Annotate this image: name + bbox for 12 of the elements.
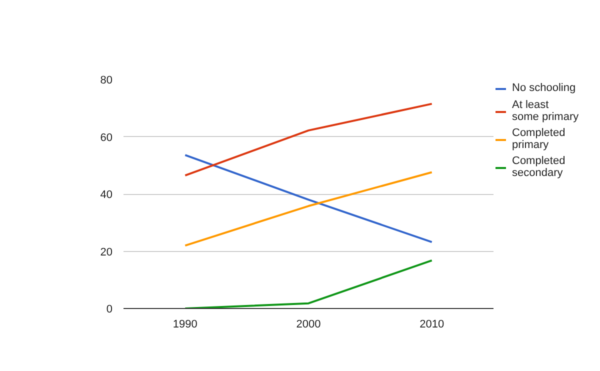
x-tick-label: 1990: [172, 318, 198, 330]
y-tick-label: 60: [100, 132, 113, 144]
y-tick-label: 0: [106, 304, 113, 316]
y-tick-label: 80: [100, 74, 113, 86]
legend-label: Completed primary: [512, 127, 566, 151]
y-tick-label: 40: [100, 189, 113, 201]
legend-label: No schooling: [512, 81, 576, 95]
legend-label: At least some primary: [512, 99, 579, 123]
x-tick-label: 2000: [296, 318, 321, 330]
y-tick-label: 20: [100, 246, 113, 258]
legend-label: Completed secondary: [512, 155, 566, 179]
x-tick-label: 2010: [420, 318, 444, 330]
